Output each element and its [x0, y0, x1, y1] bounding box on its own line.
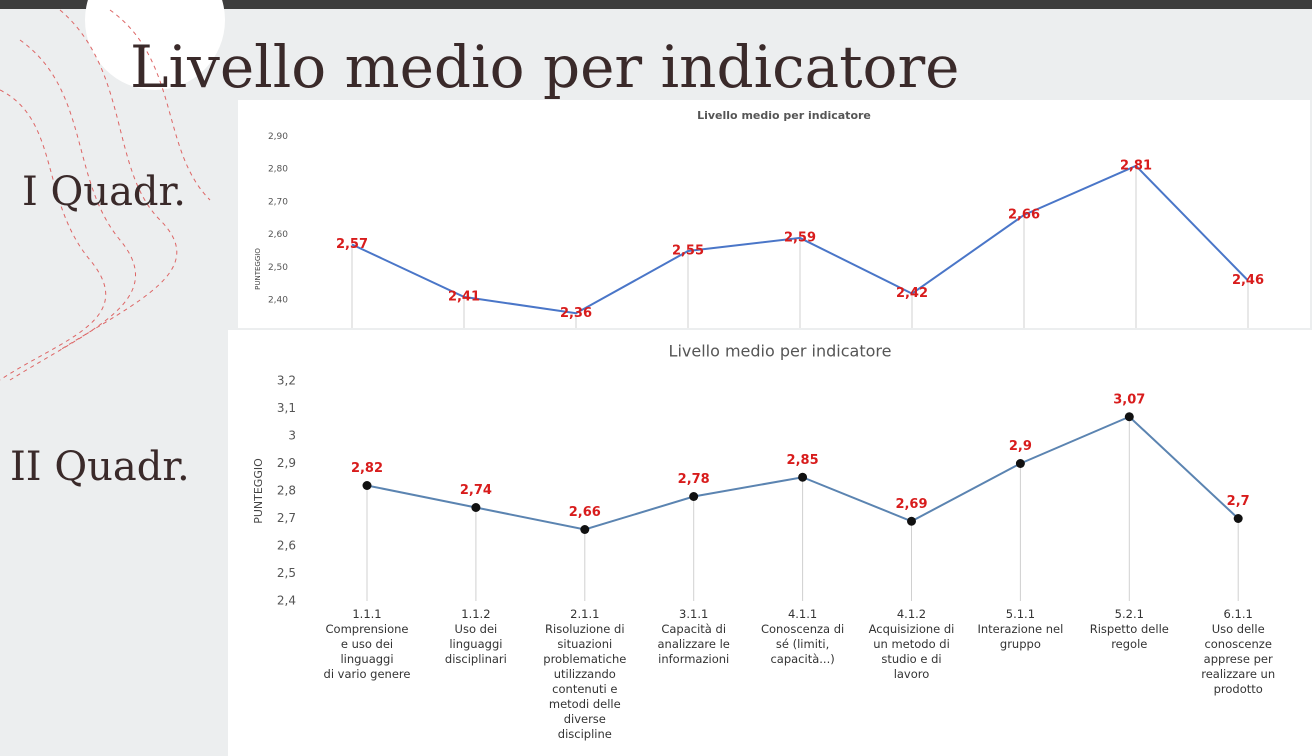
value-label: 2,36 — [560, 306, 592, 321]
value-label: 2,57 — [336, 237, 368, 252]
y-axis-label: PUNTEGGIO — [252, 458, 265, 524]
x-tick-label: 5.1.1 Interazione nel gruppo — [964, 607, 1076, 652]
value-label: 2,85 — [787, 453, 819, 468]
value-label: 2,41 — [448, 289, 480, 304]
value-label: 2,69 — [895, 497, 927, 512]
x-tick-label: 4.1.2 Acquisizione di un metodo di studi… — [856, 607, 968, 682]
value-label: 2,42 — [896, 286, 928, 301]
value-label: 2,46 — [1232, 273, 1264, 288]
value-label: 3,07 — [1113, 392, 1145, 407]
chart-panel — [238, 100, 1310, 328]
value-label: 2,59 — [784, 230, 816, 245]
point — [689, 492, 698, 501]
point — [1016, 459, 1025, 468]
x-tick-label: 5.2.1 Rispetto delle regole — [1073, 607, 1185, 652]
value-label: 2,55 — [672, 244, 704, 259]
chart-title: Livello medio per indicatore — [697, 109, 871, 122]
x-tick-label: 1.1.1 Comprensione e uso dei linguaggi d… — [311, 607, 423, 682]
y-tick-label: 2,60 — [268, 230, 288, 240]
point — [471, 503, 480, 512]
y-tick-label: 2,90 — [268, 132, 288, 142]
period-label: II Quadr. — [10, 444, 190, 490]
y-tick-label: 2,70 — [268, 197, 288, 207]
point — [798, 473, 807, 482]
y-tick-label: 3 — [288, 429, 296, 443]
y-tick-label: 2,5 — [277, 566, 296, 580]
point — [907, 517, 916, 526]
value-label: 2,66 — [569, 505, 601, 520]
slide: Livello medio per indicatore I Quadr. II… — [0, 0, 1312, 756]
x-tick-label: 4.1.1 Conoscenza di sé (limiti, capacità… — [747, 607, 859, 667]
chart-title: Livello medio per indicatore — [669, 342, 892, 361]
y-axis-label: PUNTEGGIO — [254, 248, 262, 290]
y-tick-label: 3,2 — [277, 374, 296, 388]
slide-title: Livello medio per indicatore — [130, 33, 960, 101]
y-tick-label: 2,50 — [268, 263, 288, 273]
y-tick-label: 2,4 — [277, 594, 296, 608]
y-tick-label: 2,7 — [277, 511, 296, 525]
y-tick-label: 2,8 — [277, 484, 296, 498]
x-tick-label: 1.1.2 Uso dei linguaggi disciplinari — [420, 607, 532, 667]
y-tick-label: 3,1 — [277, 401, 296, 415]
value-label: 2,66 — [1008, 207, 1040, 222]
point — [363, 481, 372, 490]
chart-panel — [228, 330, 1312, 756]
value-label: 2,74 — [460, 483, 492, 498]
value-label: 2,81 — [1120, 158, 1152, 173]
point — [1125, 412, 1134, 421]
value-label: 2,7 — [1227, 494, 1250, 509]
y-tick-label: 2,9 — [277, 456, 296, 470]
point — [580, 525, 589, 534]
value-label: 2,78 — [678, 472, 710, 487]
point — [1234, 514, 1243, 523]
x-tick-label: 6.1.1 Uso delle conoscenze apprese per r… — [1182, 607, 1294, 697]
value-label: 2,82 — [351, 461, 383, 476]
x-tick-label: 2.1.1 Risoluzione di situazioni problema… — [529, 607, 641, 742]
x-tick-label: 3.1.1 Capacità di analizzare le informaz… — [638, 607, 750, 667]
y-tick-label: 2,80 — [268, 165, 288, 175]
period-label: I Quadr. — [22, 169, 186, 215]
y-tick-label: 2,40 — [268, 296, 288, 306]
y-tick-label: 2,6 — [277, 539, 296, 553]
value-label: 2,9 — [1009, 439, 1032, 454]
